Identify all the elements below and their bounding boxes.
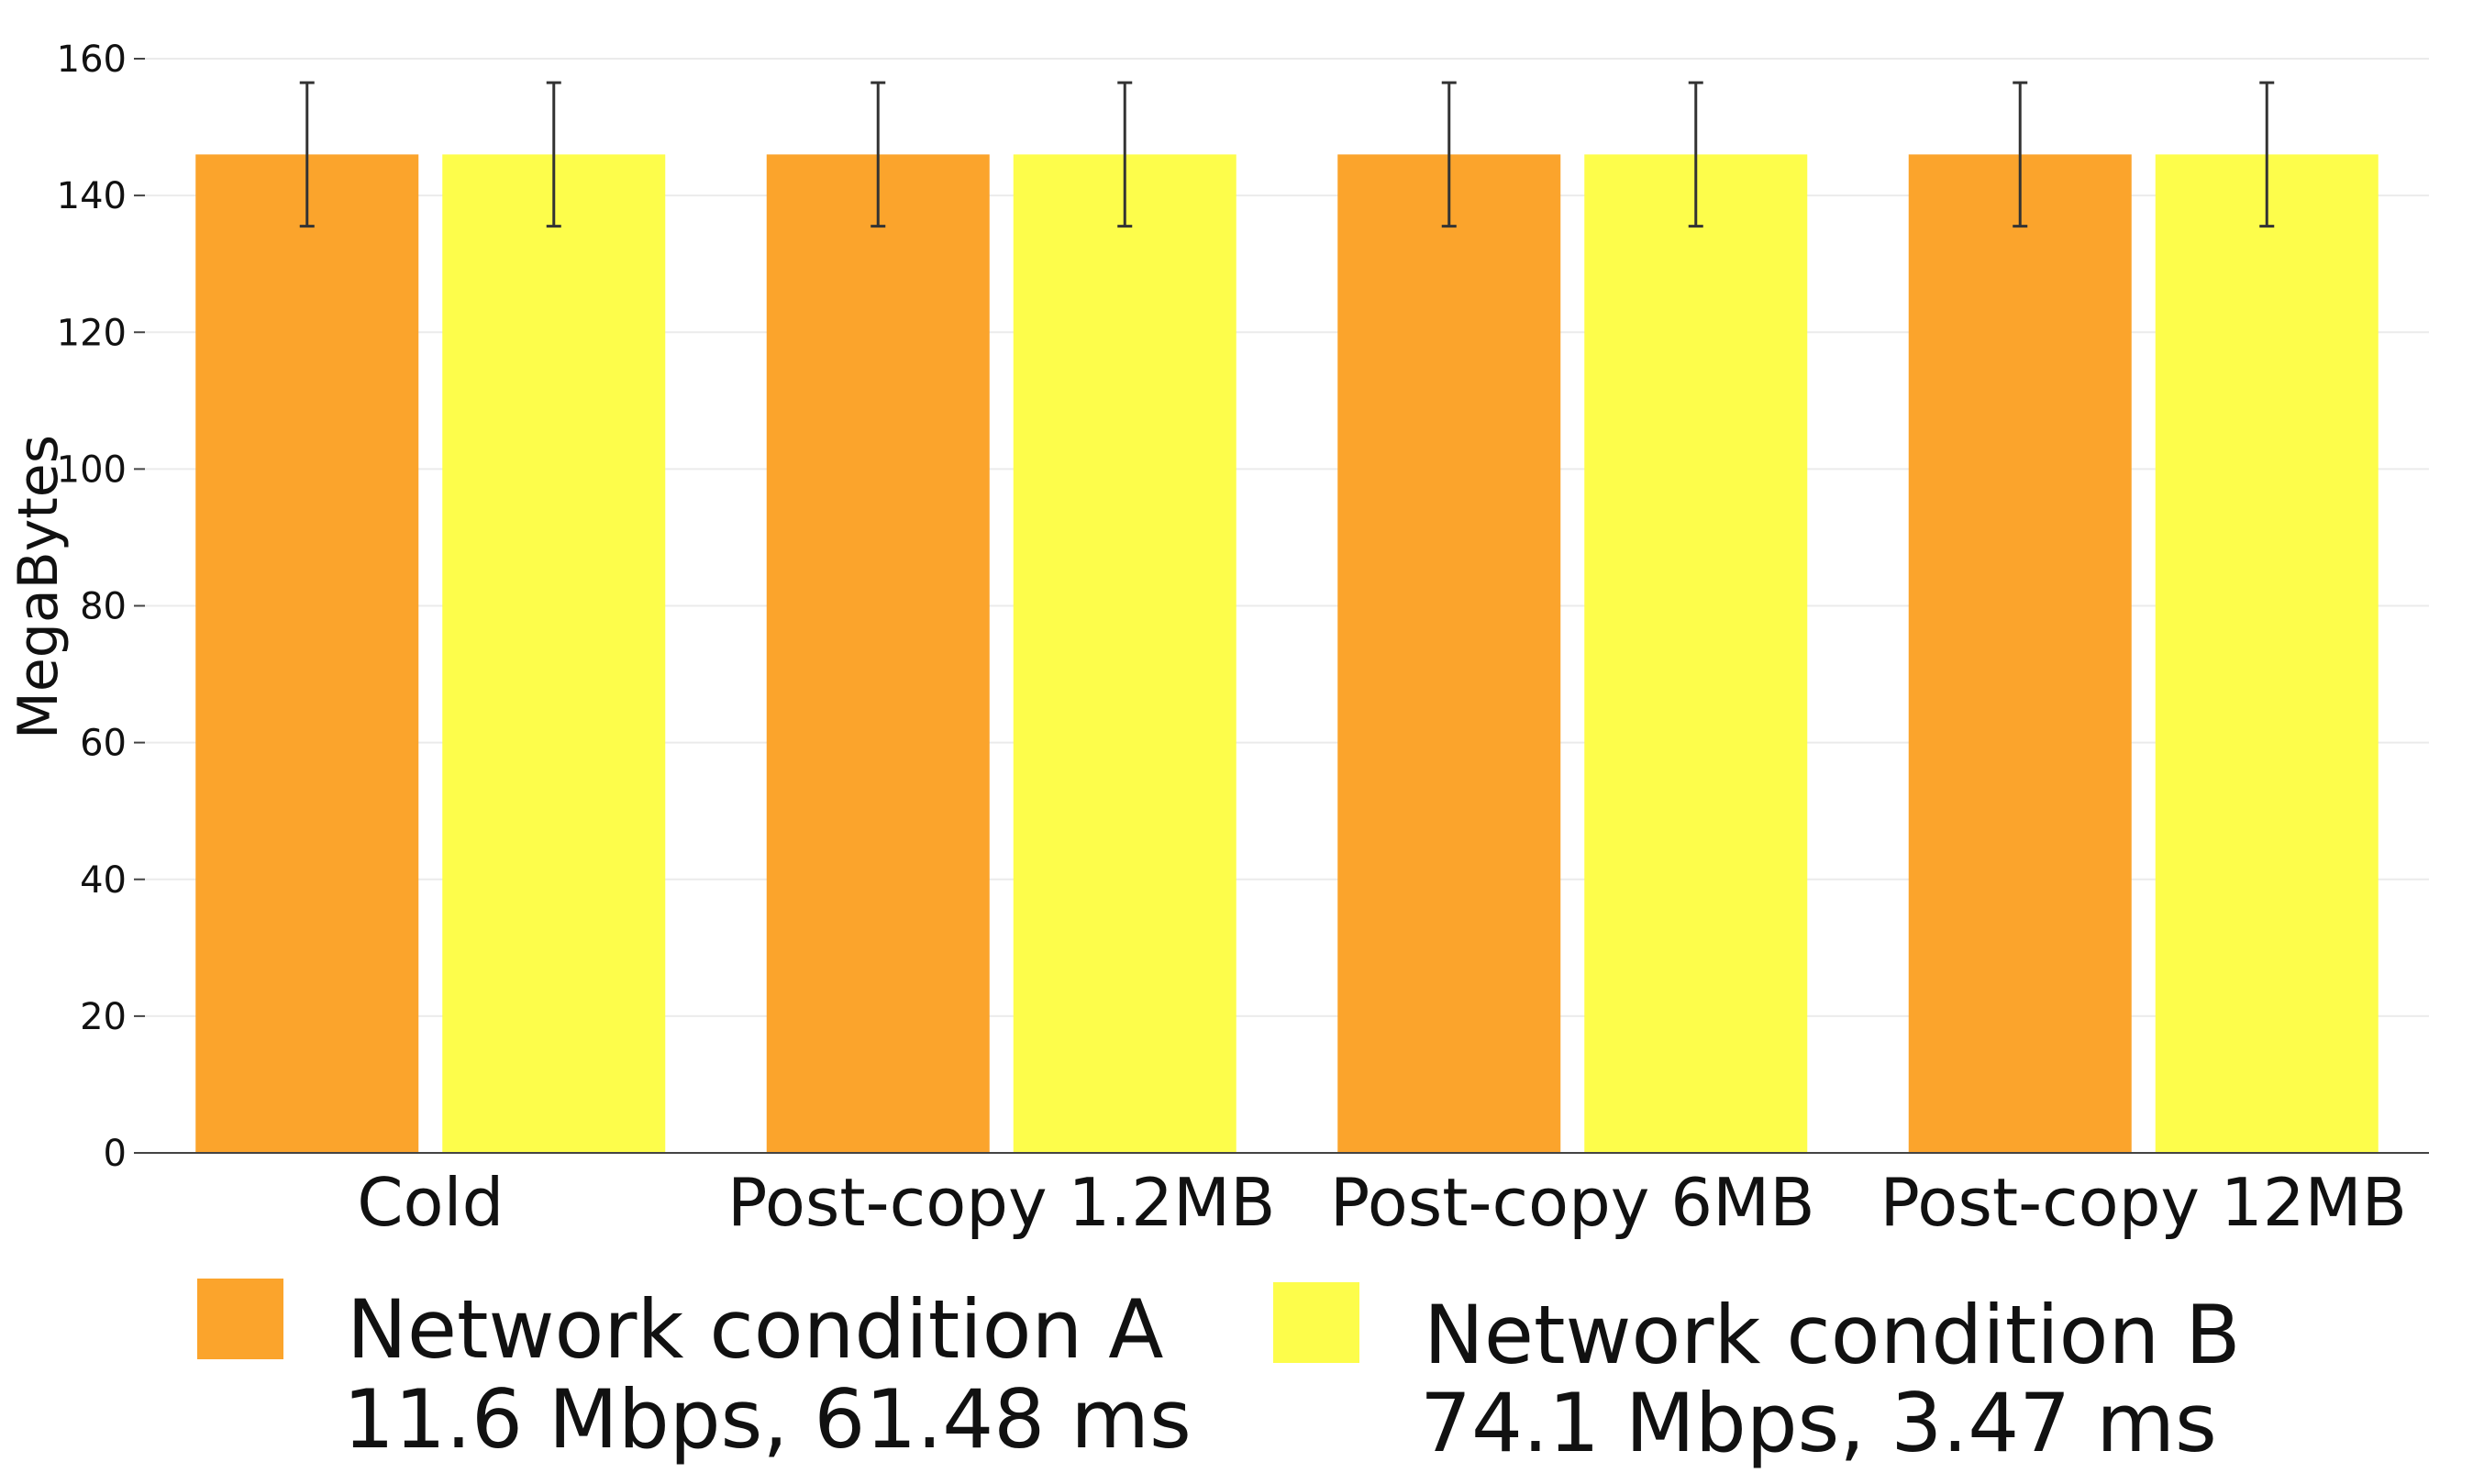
legend-label: Network condition B xyxy=(1424,1288,2241,1382)
y-tick-labels: 0 20 40 60 80 100 120 140 160 xyxy=(57,39,145,1175)
bar-a-3 xyxy=(1908,154,2132,1154)
y-tick-label: 0 xyxy=(104,1133,127,1175)
legend-label: Network condition A xyxy=(347,1282,1163,1377)
error-bars xyxy=(299,81,2275,228)
legend: Network condition A11.6 Mbps, 61.48 ms Ne… xyxy=(197,1279,2241,1470)
x-category-label: Post-copy 12MB xyxy=(1880,1164,2407,1241)
bars xyxy=(195,154,2379,1154)
x-category-label: Post-copy 1.2MB xyxy=(727,1164,1275,1241)
y-tick-label: 160 xyxy=(57,39,127,81)
bar-a-0 xyxy=(195,154,419,1154)
y-tick-label: 140 xyxy=(57,175,127,217)
bar-b-1 xyxy=(1013,154,1236,1154)
bar-a-1 xyxy=(766,154,990,1154)
bar-b-3 xyxy=(2155,154,2379,1154)
legend-swatch xyxy=(197,1279,283,1359)
y-tick-label: 60 xyxy=(80,723,127,765)
y-tick-label: 80 xyxy=(80,586,127,628)
y-axis-label: MegaBytes xyxy=(6,435,71,739)
y-tick-label: 120 xyxy=(57,312,127,354)
y-tick-label: 100 xyxy=(57,449,127,491)
legend-sublabel: 74.1 Mbps, 3.47 ms xyxy=(1420,1376,2217,1470)
x-category-labels: Cold Post-copy 1.2MB Post-copy 6MB Post-cop… xyxy=(357,1164,2407,1241)
bar-b-0 xyxy=(442,154,666,1154)
bar-b-2 xyxy=(1584,154,1808,1154)
y-tick-label: 40 xyxy=(80,859,127,902)
legend-sublabel: 11.6 Mbps, 61.48 ms xyxy=(343,1372,1192,1467)
x-category-label: Cold xyxy=(357,1164,504,1241)
y-tick-label: 20 xyxy=(80,996,127,1038)
legend-swatch xyxy=(1273,1282,1359,1363)
bar-a-2 xyxy=(1337,154,1561,1154)
x-category-label: Post-copy 6MB xyxy=(1330,1164,1815,1241)
